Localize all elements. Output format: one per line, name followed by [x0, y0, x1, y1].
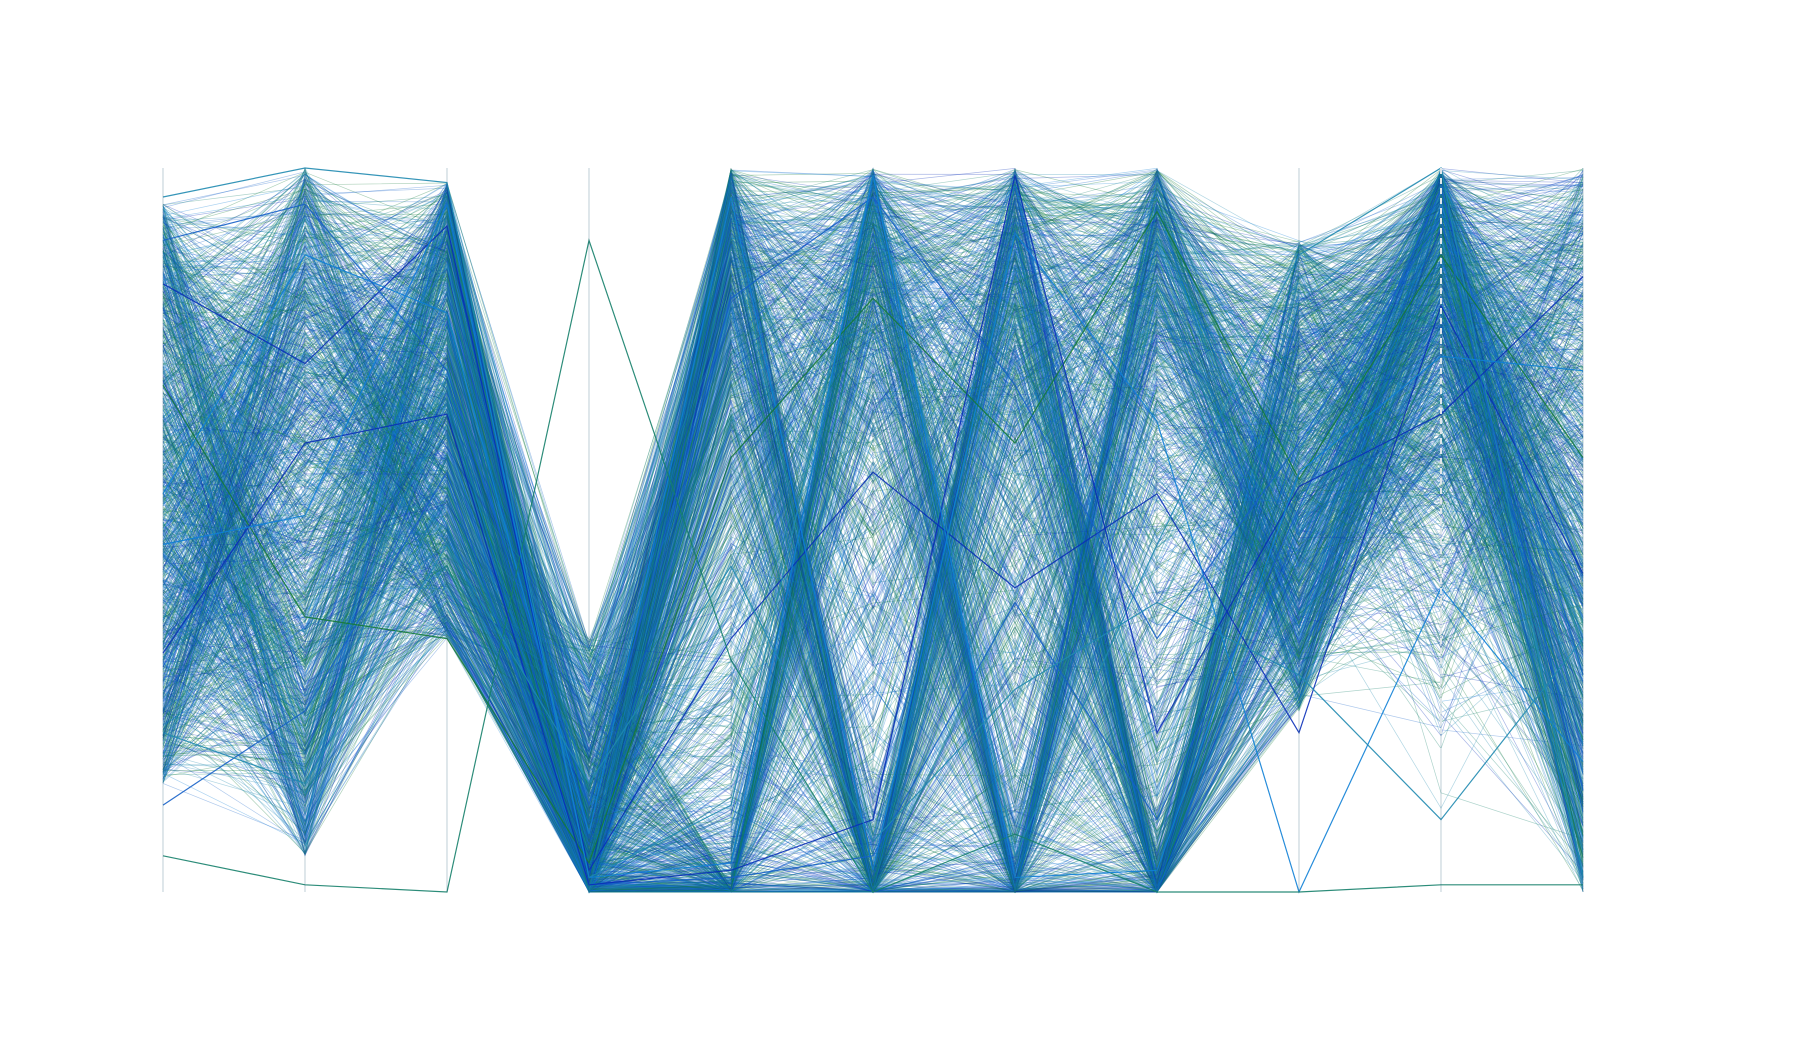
axis-marker-layer: [162, 168, 1584, 892]
